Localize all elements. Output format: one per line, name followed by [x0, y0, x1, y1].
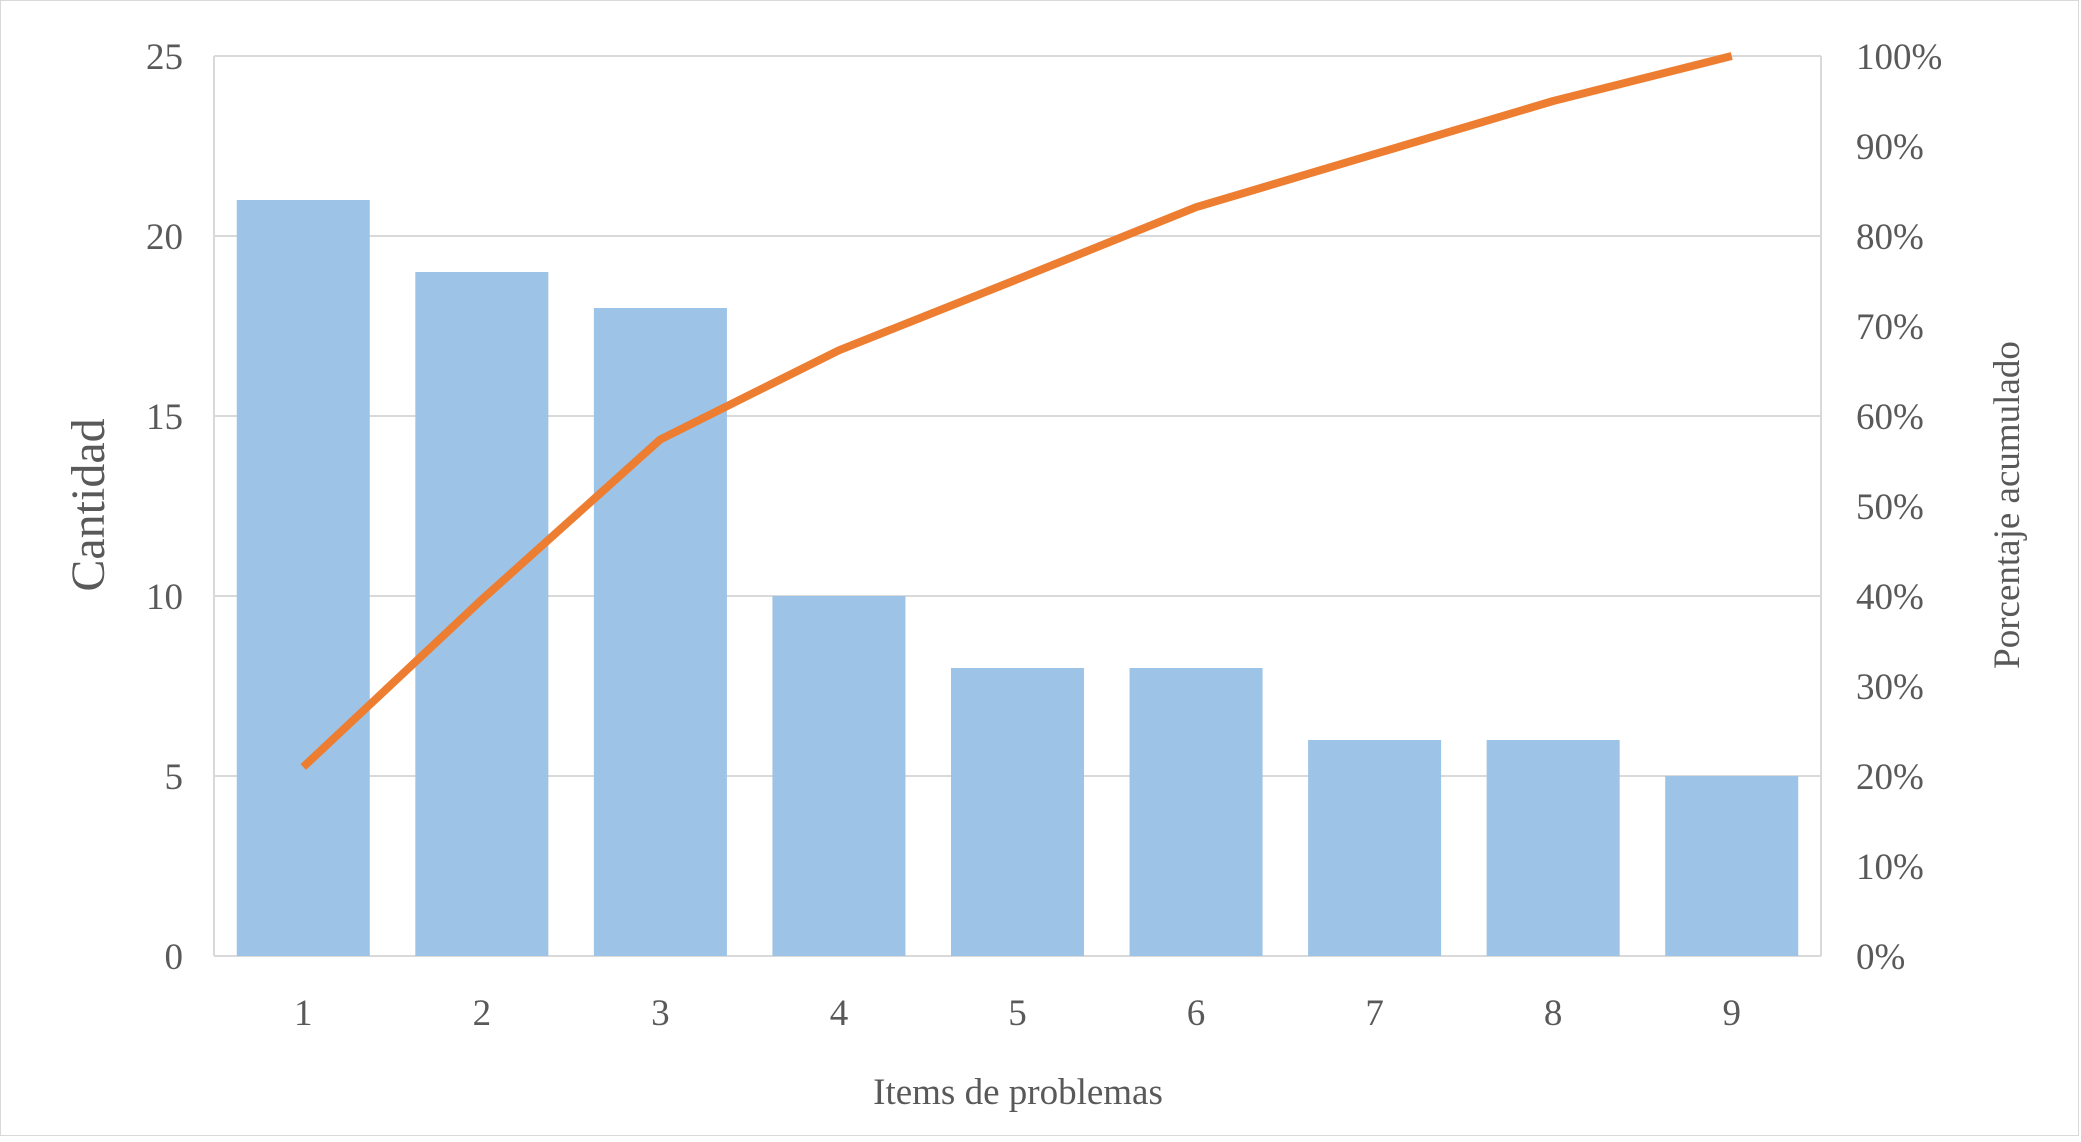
y-tick-label: 20	[146, 217, 183, 258]
bar	[236, 200, 370, 956]
right-axis-ticks: 0% 10% 20% 30% 40% 50% 60% 70% 80% 90% 100%	[1856, 37, 1942, 978]
x-axis-ticks: 1 2 3 4 5 6 7 8 9	[294, 993, 1741, 1034]
bar	[415, 272, 549, 956]
bar	[950, 668, 1085, 956]
line-series	[300, 52, 1733, 770]
bar	[593, 308, 727, 956]
y2-tick-label: 40%	[1856, 577, 1924, 618]
x-tick-label: 8	[1544, 993, 1563, 1034]
y2-tick-label: 50%	[1856, 487, 1924, 528]
cumulative-line	[300, 52, 1733, 770]
y2-tick-label: 80%	[1856, 217, 1924, 258]
y-tick-label: 15	[146, 397, 183, 438]
y-tick-label: 0	[165, 937, 184, 978]
y-tick-label: 25	[146, 37, 183, 78]
x-axis-title: Items de problemas	[873, 1072, 1163, 1113]
bar	[1665, 776, 1799, 956]
bar	[1308, 740, 1442, 956]
y-tick-label: 10	[146, 577, 183, 618]
y2-tick-label: 70%	[1856, 307, 1924, 348]
y2-tick-label: 60%	[1856, 397, 1924, 438]
bar-series	[236, 200, 1799, 956]
x-tick-label: 1	[294, 993, 313, 1034]
y2-tick-label: 20%	[1856, 757, 1924, 798]
y2-tick-label: 90%	[1856, 127, 1924, 168]
left-axis-ticks: 0 5 10 15 20 25	[146, 37, 183, 978]
x-tick-label: 9	[1722, 993, 1741, 1034]
y2-axis-title: Porcentaje acumulado	[1987, 341, 2028, 669]
y2-tick-label: 100%	[1856, 37, 1942, 78]
bar	[1129, 668, 1263, 956]
y-axis-title: Cantidad	[62, 418, 115, 591]
x-tick-label: 6	[1187, 993, 1206, 1034]
x-tick-label: 3	[651, 993, 670, 1034]
x-tick-label: 2	[473, 993, 492, 1034]
bar	[1486, 740, 1620, 956]
x-tick-label: 7	[1365, 993, 1384, 1034]
x-tick-label: 5	[1008, 993, 1027, 1034]
x-tick-label: 4	[830, 993, 849, 1034]
y2-tick-label: 30%	[1856, 667, 1924, 708]
bar	[772, 596, 906, 956]
y2-tick-label: 10%	[1856, 847, 1924, 888]
y-tick-label: 5	[165, 757, 184, 798]
y2-tick-label: 0%	[1856, 937, 1905, 978]
